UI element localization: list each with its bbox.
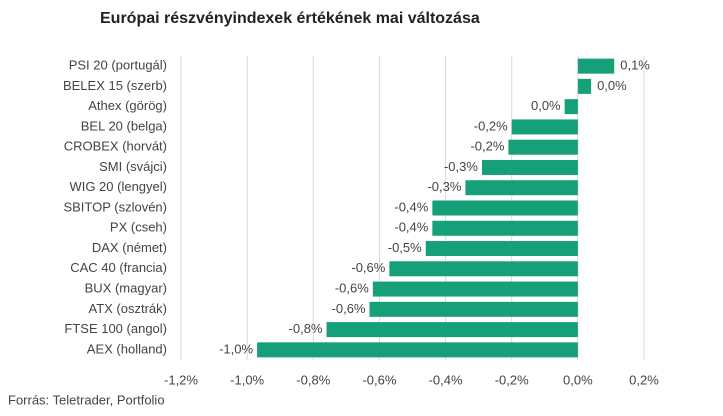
x-tick-label: -0,6%	[362, 372, 396, 387]
value-label: -0,6%	[332, 301, 366, 316]
bar	[432, 200, 578, 216]
y-tick-label: DAX (német)	[92, 240, 167, 255]
bar	[326, 322, 578, 338]
bar	[511, 119, 578, 135]
y-tick-label: AEX (holland)	[87, 341, 167, 356]
y-tick-label: BELEX 15 (szerb)	[63, 78, 167, 93]
value-label: -1,0%	[219, 341, 253, 356]
bar	[564, 99, 578, 115]
bar	[425, 241, 578, 257]
y-tick-label: Athex (görög)	[88, 98, 167, 113]
bar	[389, 261, 578, 277]
value-label: -0,3%	[444, 159, 478, 174]
value-label: -0,3%	[427, 179, 461, 194]
value-label: -0,2%	[474, 118, 508, 133]
value-label: 0,0%	[597, 78, 627, 93]
x-tick-label: -1,2%	[164, 372, 198, 387]
value-label: -0,2%	[470, 139, 504, 154]
x-tick-label: -0,4%	[429, 372, 463, 387]
y-tick-label: FTSE 100 (angol)	[64, 321, 167, 336]
bar	[508, 139, 578, 155]
bar	[481, 159, 578, 175]
bar	[577, 58, 615, 74]
source: Forrás: Teletrader, Portfolio	[8, 392, 165, 407]
bar	[372, 281, 578, 297]
value-label: 0,1%	[620, 58, 650, 73]
y-tick-label: SBITOP (szlovén)	[63, 199, 167, 214]
bar	[465, 180, 578, 196]
y-tick-label: BUX (magyar)	[85, 281, 167, 296]
bar	[369, 301, 578, 317]
x-tick-label: 0,0%	[563, 372, 593, 387]
x-tick-label: -1,0%	[230, 372, 264, 387]
value-label: -0,6%	[335, 281, 369, 296]
y-tick-label: CROBEX (horvát)	[64, 139, 167, 154]
value-label: -0,4%	[394, 220, 428, 235]
value-label: -0,4%	[394, 199, 428, 214]
chart-title: Európai részvényindexek értékének mai vá…	[100, 10, 480, 27]
bar	[257, 342, 578, 358]
bar	[577, 78, 592, 94]
y-tick-label: CAC 40 (francia)	[70, 260, 167, 275]
x-tick-label: -0,8%	[296, 372, 330, 387]
value-label: -0,5%	[388, 240, 422, 255]
bar	[432, 220, 578, 236]
x-tick-label: 0,2%	[629, 372, 659, 387]
y-tick-label: PX (cseh)	[110, 220, 167, 235]
value-label: 0,0%	[531, 98, 561, 113]
y-tick-label: SMI (svájci)	[99, 159, 167, 174]
value-label: -0,6%	[351, 260, 385, 275]
y-tick-label: BEL 20 (belga)	[81, 118, 167, 133]
x-tick-label: -0,2%	[495, 372, 529, 387]
y-tick-label: ATX (osztrák)	[89, 301, 168, 316]
value-label: -0,8%	[289, 321, 323, 336]
y-tick-label: PSI 20 (portugál)	[69, 58, 167, 73]
y-tick-label: WIG 20 (lengyel)	[69, 179, 167, 194]
